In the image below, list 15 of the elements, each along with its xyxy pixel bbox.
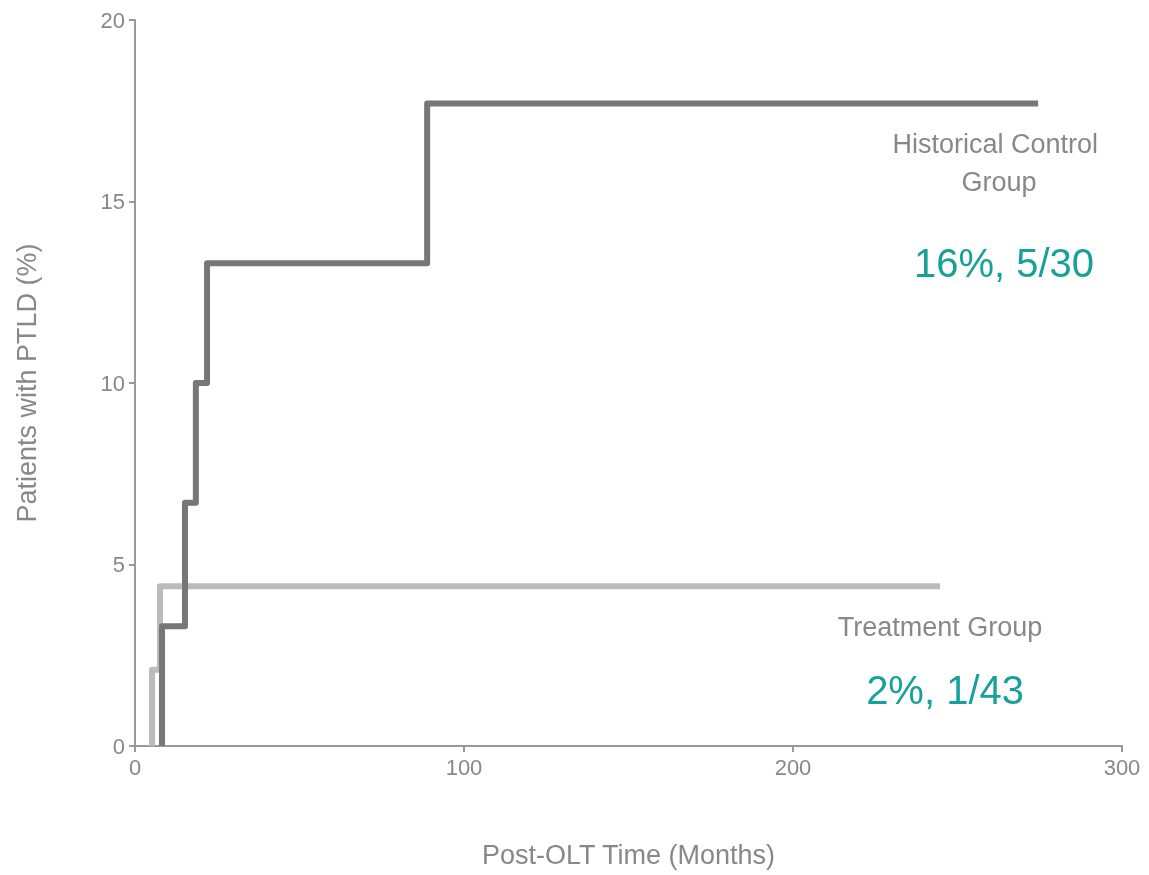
y-tick-label: 15 bbox=[100, 189, 125, 214]
y-tick-label: 0 bbox=[112, 733, 125, 759]
series-label: Historical Control Group bbox=[892, 129, 1106, 198]
y-axis-title: Patients with PTLD (%) bbox=[11, 243, 42, 523]
annotation: 2%, 1/43 bbox=[866, 668, 1025, 713]
x-tick-label: 300 bbox=[1103, 754, 1141, 780]
y-tick-label: 5 bbox=[112, 552, 125, 577]
y-tick-label: 20 bbox=[100, 7, 125, 33]
x-axis-title: Post-OLT Time (Months) bbox=[481, 839, 776, 870]
x-tick-label: 100 bbox=[445, 754, 483, 780]
series-label: Treatment Group bbox=[837, 612, 1043, 643]
x-tick-label: 200 bbox=[774, 754, 812, 780]
y-tick-label: 10 bbox=[100, 370, 125, 396]
x-tick-label: 0 bbox=[128, 754, 142, 780]
annotation: 16%, 5/30 bbox=[913, 241, 1095, 286]
